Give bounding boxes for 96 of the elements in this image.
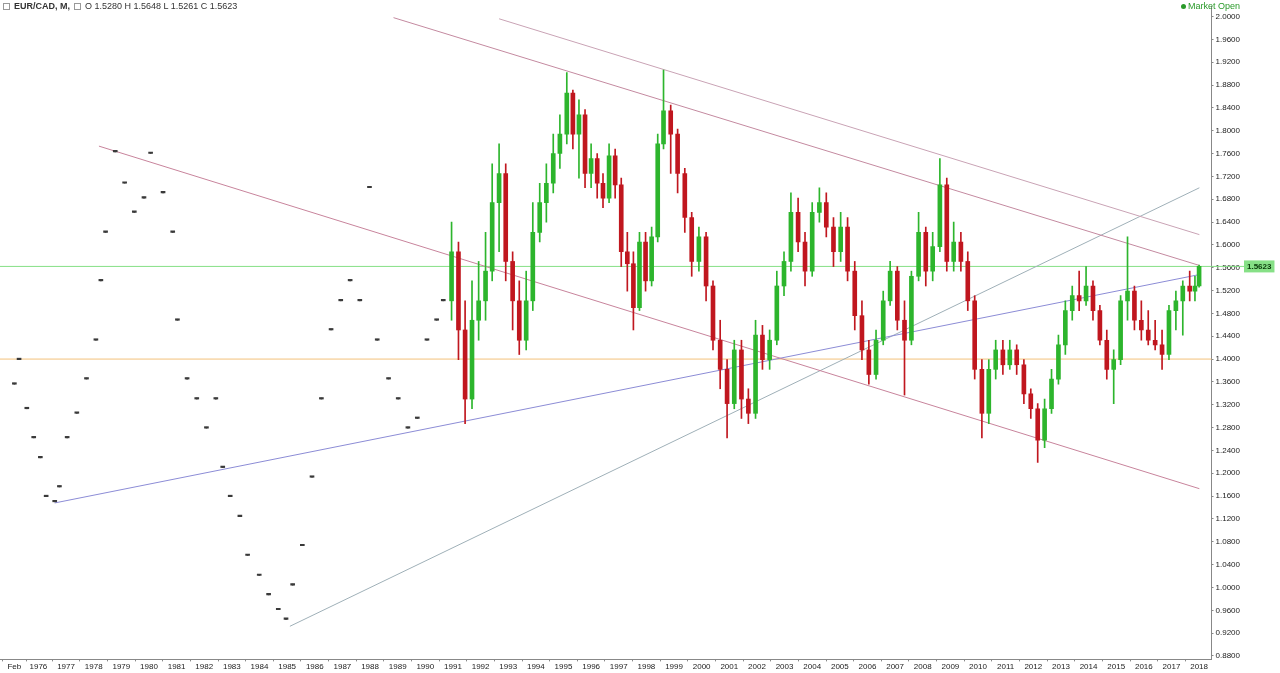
x-tick-label: 1981 <box>167 662 187 672</box>
x-tick-label: 1998 <box>637 662 656 672</box>
x-tick-label: 2009 <box>941 662 960 672</box>
y-tick-label: 1.7600 <box>1215 148 1241 158</box>
y-tick-label: 1.1600 <box>1215 491 1241 501</box>
x-tick-label: 1984 <box>250 662 269 672</box>
y-tick-label: 1.8000 <box>1215 125 1241 135</box>
x-tick-label: 1979 <box>112 662 131 672</box>
x-tick-label: 2008 <box>913 662 933 672</box>
chart-subtitle: O 1.5280 H 1.5648 L 1.5261 C 1.5623 <box>85 1 238 11</box>
x-tick-label: 2015 <box>1107 662 1126 672</box>
y-tick-label: 1.5600 <box>1215 262 1241 272</box>
x-tick-label: 2013 <box>1052 662 1071 672</box>
y-tick-label: 1.2400 <box>1215 445 1241 455</box>
candlestick <box>74 411 80 414</box>
candlestick <box>93 338 99 341</box>
y-tick-label: 1.4800 <box>1215 308 1241 318</box>
x-tick-label: 1980 <box>140 662 159 672</box>
y-tick-label: 0.8800 <box>1215 651 1241 661</box>
y-tick-label: 1.4000 <box>1215 354 1241 364</box>
x-tick-label: 2016 <box>1134 662 1154 672</box>
x-tick-label: 1995 <box>554 662 573 672</box>
x-tick-label: 1988 <box>361 662 380 672</box>
y-tick-label: 1.6400 <box>1215 217 1241 227</box>
x-tick-label: 2002 <box>748 662 767 672</box>
y-tick-label: 1.2800 <box>1215 422 1241 432</box>
x-tick-label: 1977 <box>57 662 76 672</box>
candlestick <box>112 149 118 153</box>
x-tick-label: 2006 <box>858 662 877 672</box>
candlestick <box>309 475 315 478</box>
y-tick-label: 2.0000 <box>1215 11 1241 21</box>
x-tick-label: 2005 <box>830 662 850 672</box>
x-tick-label: 1982 <box>195 662 214 672</box>
y-tick-label: 1.3600 <box>1215 377 1241 387</box>
x-tick-label: 1993 <box>499 662 518 672</box>
x-tick-label: 2012 <box>1024 662 1043 672</box>
x-tick-label: 1992 <box>471 662 491 672</box>
x-tick-label: 2018 <box>1190 662 1209 672</box>
x-tick-label: 2010 <box>969 662 988 672</box>
candlestick <box>237 514 243 517</box>
y-tick-label: 1.6800 <box>1215 194 1241 204</box>
x-tick-label: 1997 <box>609 662 629 672</box>
x-tick-label: 2007 <box>886 662 905 672</box>
y-tick-label: 1.0400 <box>1215 559 1241 569</box>
chart-title: EUR/CAD, M, <box>14 1 70 11</box>
x-tick-label: 2011 <box>997 662 1015 672</box>
candlestick <box>256 573 262 576</box>
y-tick-label: 1.4400 <box>1215 331 1241 341</box>
y-tick-label: 1.8400 <box>1215 103 1241 113</box>
candlestick <box>424 338 430 341</box>
candlestick <box>374 338 380 341</box>
x-tick-label: 1987 <box>333 662 352 672</box>
x-tick-label: 2001 <box>720 662 739 672</box>
candlestick <box>414 416 420 419</box>
candlestick <box>227 494 233 498</box>
x-tick-label: 1994 <box>526 662 546 672</box>
x-tick-label: 1996 <box>582 662 601 672</box>
y-tick-label: 0.9200 <box>1215 628 1241 638</box>
x-tick-label: 2003 <box>775 662 795 672</box>
x-tick-label: 1990 <box>416 662 435 672</box>
candlestick <box>16 357 22 360</box>
x-tick-label: 1991 <box>444 662 463 672</box>
y-tick-label: 1.2000 <box>1215 468 1241 478</box>
y-tick-label: 1.8800 <box>1215 80 1241 90</box>
x-tick-label: 2004 <box>803 662 822 672</box>
candlestick <box>52 499 58 503</box>
x-tick-label: 1986 <box>305 662 325 672</box>
candlestick <box>43 494 49 498</box>
y-tick-label: 1.3200 <box>1215 399 1241 409</box>
ref-line-label: 1.5623 <box>1247 261 1273 271</box>
y-tick-label: 1.9200 <box>1215 57 1241 67</box>
y-tick-label: 0.9600 <box>1215 605 1241 615</box>
y-tick-label: 1.1200 <box>1215 514 1241 524</box>
x-tick-label: 2017 <box>1162 662 1181 672</box>
x-tick-label: 1983 <box>222 662 242 672</box>
x-tick-label: 2000 <box>692 662 712 672</box>
annotation: Market Open <box>1187 1 1240 11</box>
x-tick-label: 1978 <box>84 662 104 672</box>
x-tick-label: 1985 <box>278 662 297 672</box>
candlestick <box>283 617 289 620</box>
candlestick <box>24 406 30 410</box>
x-tick-label: Feb <box>7 662 22 672</box>
x-tick-label: 2014 <box>1079 662 1098 672</box>
y-tick-label: 1.0000 <box>1215 582 1241 592</box>
y-tick-label: 1.9600 <box>1215 34 1241 44</box>
y-tick-label: 1.0800 <box>1215 536 1241 546</box>
y-tick-label: 1.7200 <box>1215 171 1241 181</box>
candlestick <box>170 230 176 233</box>
candlestick <box>275 607 281 611</box>
x-tick-label: 1976 <box>29 662 48 672</box>
candlestick <box>220 465 226 468</box>
y-tick-label: 1.6000 <box>1215 240 1241 250</box>
x-tick-label: 1989 <box>388 662 408 672</box>
y-tick-label: 1.5200 <box>1215 285 1241 295</box>
x-tick-label: 1999 <box>665 662 684 672</box>
candlestick <box>131 210 137 213</box>
